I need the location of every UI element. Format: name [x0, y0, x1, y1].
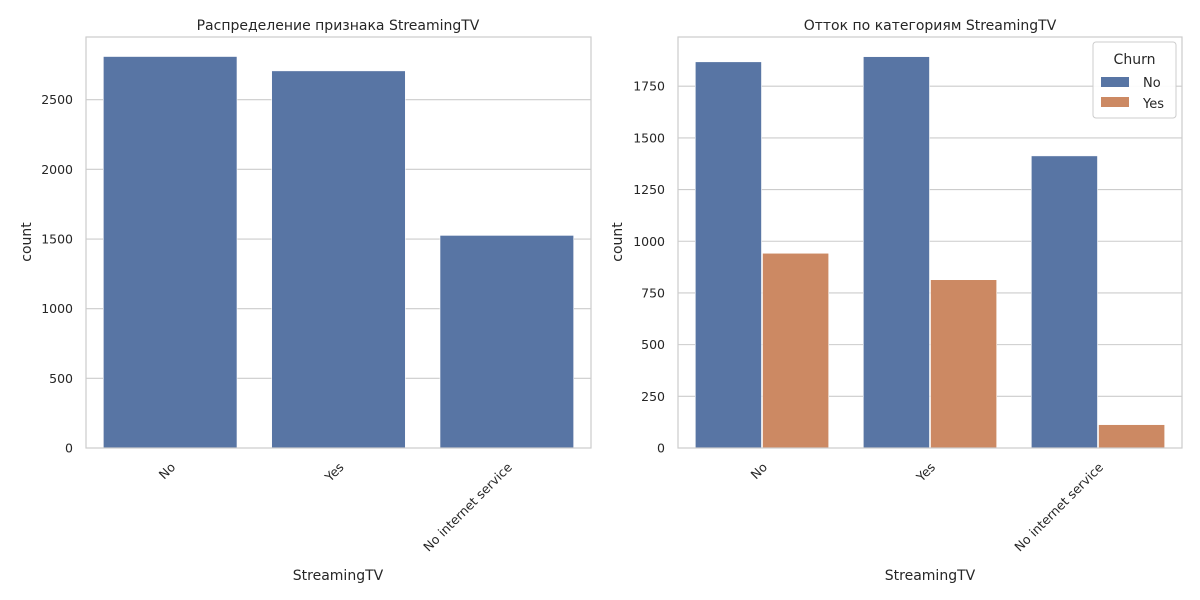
chart1-title: Распределение признака StreamingTV — [197, 18, 480, 34]
y-tick-label: 1500 — [41, 232, 73, 247]
chart1-x-tick-labels: No Yes No internet service — [156, 459, 516, 554]
chart-distribution: Распределение признака StreamingTV 0 500 1… — [19, 18, 592, 584]
legend-swatch-yes — [1101, 97, 1129, 107]
bar-no-internet-service-no — [1031, 155, 1098, 449]
x-tick-label-yes: Yes — [913, 460, 939, 486]
chart2-y-tick-labels: 0 250 500 750 1000 1250 1500 1750 — [633, 79, 665, 456]
chart1-bars — [103, 56, 574, 449]
y-tick-label: 1000 — [41, 301, 73, 316]
chart2-x-axis-label: StreamingTV — [885, 568, 976, 584]
y-tick-label: 1500 — [633, 130, 665, 145]
y-tick-label: 1000 — [633, 234, 665, 249]
x-tick-label-no: No — [156, 460, 179, 483]
y-tick-label: 0 — [657, 441, 665, 456]
bar-no-yes — [762, 252, 829, 449]
chart1-plot-frame — [85, 36, 592, 449]
x-tick-label-no-internet-service: No internet service — [1011, 459, 1106, 554]
legend-label-yes: Yes — [1142, 97, 1164, 112]
y-tick-label: 2000 — [41, 162, 73, 177]
bar-yes-yes — [930, 279, 997, 449]
x-tick-label-no-internet-service: No internet service — [420, 459, 515, 554]
chart2-y-axis-label: count — [610, 222, 626, 262]
y-tick-label: 2500 — [41, 92, 73, 107]
x-tick-label-yes: Yes — [321, 460, 347, 486]
chart1-y-axis-label: count — [19, 222, 35, 262]
bar-yes-no — [862, 56, 930, 449]
chart-churn: Отток по категориям StreamingTV 0 250 500 7… — [610, 18, 1183, 584]
chart2-plot-frame — [677, 36, 1183, 449]
y-tick-label: 1750 — [633, 79, 665, 94]
legend-title: Churn — [1114, 52, 1156, 68]
y-tick-label: 500 — [641, 337, 665, 352]
bar-no-internet-service-yes — [1098, 424, 1165, 449]
chart1-x-axis-label: StreamingTV — [293, 568, 384, 584]
chart2-x-tick-labels: No Yes No internet service — [747, 459, 1106, 554]
x-tick-label-no: No — [747, 460, 770, 483]
y-tick-label: 250 — [641, 389, 665, 404]
y-tick-label: 0 — [65, 441, 73, 456]
y-tick-label: 750 — [641, 285, 665, 300]
legend-label-no: No — [1143, 76, 1161, 91]
y-tick-label: 1250 — [633, 182, 665, 197]
chart2-bars — [694, 56, 1165, 449]
chart2-legend: Churn No Yes — [1092, 41, 1177, 119]
chart2-gridlines — [678, 85, 1182, 449]
bar-yes — [271, 70, 406, 449]
y-tick-label: 500 — [49, 371, 73, 386]
bar-no — [103, 56, 238, 449]
legend-swatch-no — [1101, 77, 1129, 87]
bar-no-internet-service — [439, 235, 574, 449]
chart1-y-tick-labels: 0 500 1000 1500 2000 2500 — [41, 92, 73, 455]
bar-no-no — [694, 61, 762, 449]
chart2-title: Отток по категориям StreamingTV — [804, 18, 1057, 34]
